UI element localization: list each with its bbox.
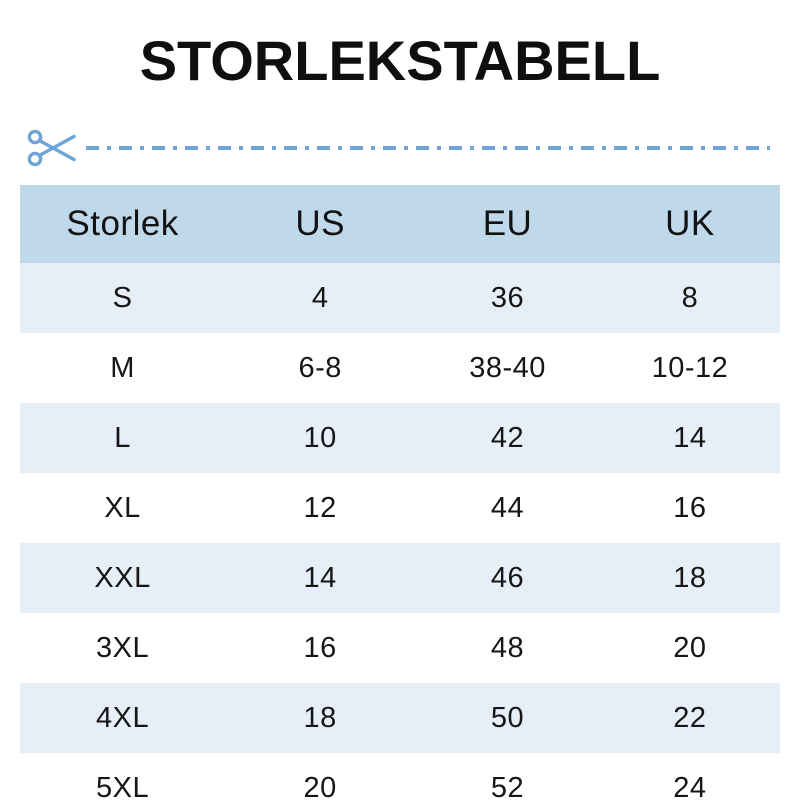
size-cell: S	[112, 281, 133, 314]
size-cell: 3XL	[96, 631, 150, 664]
eu-cell: 36	[490, 281, 525, 314]
table-row: S 4 36 8	[20, 263, 780, 333]
uk-cell: 20	[673, 631, 707, 664]
dashed-cut-line	[86, 146, 770, 150]
table-row: XL 12 44 16	[20, 473, 780, 543]
column-header-us: US	[295, 204, 345, 243]
eu-cell: 38-40	[469, 351, 546, 384]
table-row: M 6-8 38-40 10-12	[20, 333, 780, 403]
table-header-row: Storlek US EU UK	[20, 185, 780, 263]
table-row: L 10 42 14	[20, 403, 780, 473]
size-cell: XL	[104, 491, 141, 524]
table-row: 3XL 16 48 20	[20, 613, 780, 683]
uk-cell: 10-12	[651, 351, 729, 384]
uk-cell: 18	[673, 561, 707, 594]
column-header-uk: UK	[665, 204, 715, 243]
us-cell: 14	[303, 561, 337, 594]
eu-cell: 44	[490, 491, 525, 524]
us-cell: 18	[303, 701, 337, 734]
eu-cell: 42	[490, 421, 525, 454]
us-cell: 16	[303, 631, 337, 664]
scissors-icon	[27, 129, 76, 167]
column-header-storlek: Storlek	[66, 204, 179, 243]
eu-cell: 48	[490, 631, 525, 664]
size-cell: 5XL	[96, 771, 150, 800]
page-title: STORLEKSTABELL	[139, 29, 661, 92]
uk-cell: 14	[673, 421, 707, 454]
uk-cell: 22	[673, 701, 707, 734]
uk-cell: 8	[681, 281, 699, 314]
column-header-eu: EU	[482, 204, 533, 243]
size-cell: XXL	[94, 561, 151, 594]
size-cell: M	[110, 351, 135, 384]
eu-cell: 52	[490, 771, 525, 800]
us-cell: 10	[303, 421, 337, 454]
uk-cell: 16	[673, 491, 707, 524]
us-cell: 12	[303, 491, 337, 524]
size-chart-page: STORLEKSTABELL Storlek US EU UK S 4 36 8…	[0, 30, 800, 800]
us-cell: 20	[303, 771, 337, 800]
us-cell: 4	[311, 281, 329, 314]
us-cell: 6-8	[298, 351, 342, 384]
table-row: 4XL 18 50 22	[20, 683, 780, 753]
size-table: Storlek US EU UK S 4 36 8 M 6-8 38-40 10…	[20, 185, 780, 800]
eu-cell: 50	[490, 701, 525, 734]
size-cell: 4XL	[96, 701, 150, 734]
table-row: 5XL 20 52 24	[20, 753, 780, 800]
table-row: XXL 14 46 18	[20, 543, 780, 613]
uk-cell: 24	[673, 771, 707, 800]
cut-line	[26, 126, 770, 170]
eu-cell: 46	[490, 561, 525, 594]
size-cell: L	[114, 421, 131, 454]
